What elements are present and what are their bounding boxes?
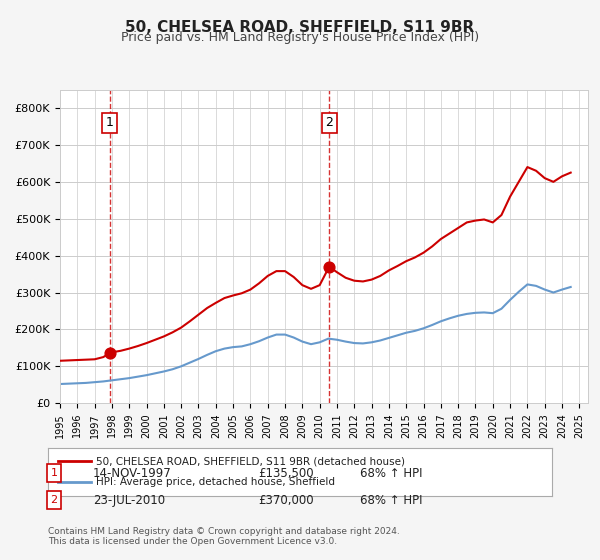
Text: Price paid vs. HM Land Registry's House Price Index (HPI): Price paid vs. HM Land Registry's House … — [121, 31, 479, 44]
Text: 50, CHELSEA ROAD, SHEFFIELD, S11 9BR: 50, CHELSEA ROAD, SHEFFIELD, S11 9BR — [125, 20, 475, 35]
Text: 68% ↑ HPI: 68% ↑ HPI — [360, 493, 422, 507]
Text: 1: 1 — [106, 116, 113, 129]
Text: Contains HM Land Registry data © Crown copyright and database right 2024.
This d: Contains HM Land Registry data © Crown c… — [48, 526, 400, 546]
Text: 1: 1 — [50, 468, 58, 478]
Point — [105, 349, 115, 358]
Text: £370,000: £370,000 — [258, 493, 314, 507]
Text: 50, CHELSEA ROAD, SHEFFIELD, S11 9BR (detached house): 50, CHELSEA ROAD, SHEFFIELD, S11 9BR (de… — [96, 456, 405, 466]
Text: £135,500: £135,500 — [258, 466, 314, 480]
Point — [325, 262, 334, 271]
Text: 23-JUL-2010: 23-JUL-2010 — [93, 493, 165, 507]
Text: 14-NOV-1997: 14-NOV-1997 — [93, 466, 172, 480]
Text: 2: 2 — [50, 495, 58, 505]
Text: 68% ↑ HPI: 68% ↑ HPI — [360, 466, 422, 480]
Text: 2: 2 — [325, 116, 333, 129]
Text: HPI: Average price, detached house, Sheffield: HPI: Average price, detached house, Shef… — [96, 477, 335, 487]
